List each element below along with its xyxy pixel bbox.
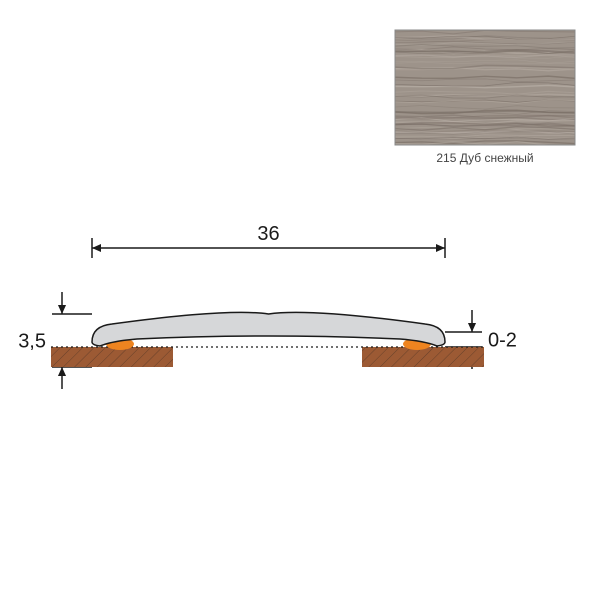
dim-width-label: 36 — [257, 223, 279, 245]
figure-container: { "swatch": { "x": 395, "y": 30, "w": 18… — [0, 0, 600, 600]
dim-height-label: 3,5 — [18, 331, 46, 353]
dim-gap-label: 0-2 — [488, 330, 517, 352]
cross-section-diagram: 36 3,5 0-2 — [0, 0, 600, 600]
profile-cross-section — [92, 312, 445, 346]
